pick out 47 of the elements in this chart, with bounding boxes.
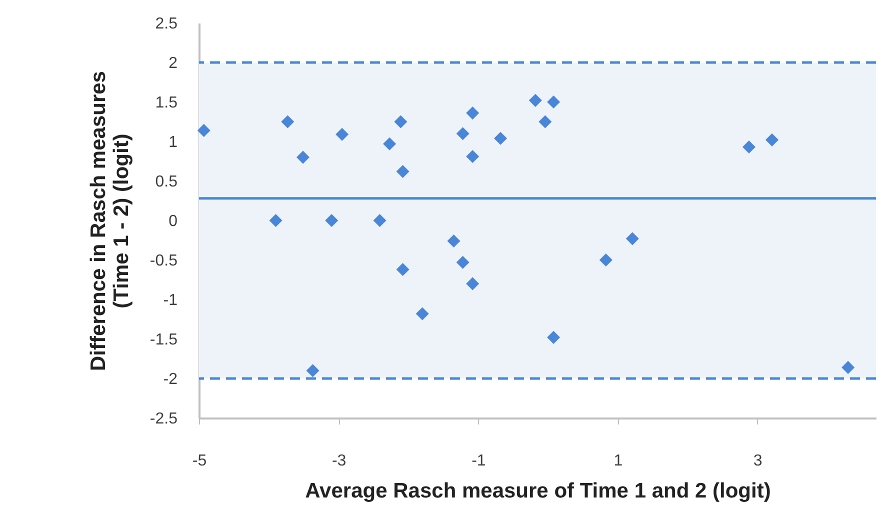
point (394, 115, 408, 128)
y-tick-label: 0.5 (155, 174, 178, 190)
point (325, 214, 338, 228)
point (197, 124, 210, 137)
x-tick-label: -3 (332, 452, 346, 470)
point (626, 232, 639, 246)
y-tick-label: 1 (168, 134, 178, 151)
point (599, 253, 612, 267)
point (466, 106, 480, 120)
x-tick-label: -1 (472, 452, 486, 470)
y-axis-title: Difference in Rasch measures (Time 1 - 2) (logit) (86, 71, 133, 371)
point (742, 140, 756, 154)
point (269, 214, 282, 228)
point (466, 150, 480, 164)
point (416, 307, 429, 320)
point (396, 262, 410, 276)
point (447, 234, 460, 248)
point (842, 360, 855, 374)
x-tick-label: 1 (614, 452, 623, 470)
y-tick-label: -1 (163, 292, 178, 309)
point (456, 127, 470, 140)
y-tick-label: -2 (163, 371, 178, 388)
point (306, 364, 320, 378)
y-tick-label: 0 (168, 213, 178, 230)
y-tick-label: 1.5 (155, 94, 178, 112)
point (765, 133, 779, 146)
point (456, 256, 470, 269)
point (494, 132, 508, 145)
point (396, 165, 410, 178)
y-tick-label: 2.5 (155, 16, 178, 32)
point (383, 137, 396, 150)
x-axis-title: Average Rasch measure of Time 1 and 2 (logit) (305, 480, 771, 502)
y-tick-label: -2.5 (150, 410, 178, 428)
y-tick-label: 2 (168, 55, 178, 72)
point (336, 128, 349, 141)
point (466, 277, 480, 290)
y-tick-label: -1.5 (150, 332, 178, 348)
point (281, 115, 294, 128)
y-tick-label: -0.5 (150, 252, 178, 270)
point (373, 214, 386, 228)
point (547, 330, 560, 344)
x-tick-label: 3 (753, 452, 762, 470)
point (296, 150, 310, 164)
point (528, 94, 542, 107)
x-tick-label: -5 (192, 452, 207, 470)
point (547, 95, 560, 109)
point (538, 115, 552, 128)
